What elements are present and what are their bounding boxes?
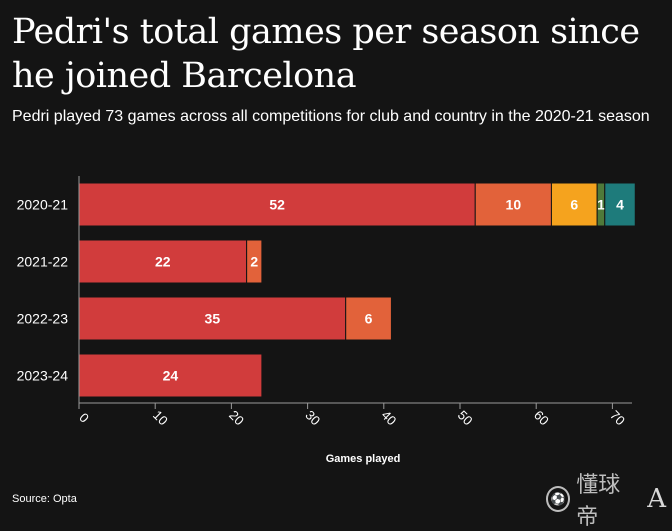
y-tick-label: 2021-22 xyxy=(17,254,69,270)
watermark: ⚽ 懂球帝 A xyxy=(546,473,666,530)
bar-value-label: 6 xyxy=(570,197,578,213)
bar-segment xyxy=(78,239,248,284)
x-axis-label: Games played xyxy=(326,453,401,465)
watermark-letter: A xyxy=(647,484,666,514)
x-tick-label: 30 xyxy=(302,407,323,428)
bar-value-label: 1 xyxy=(597,197,605,213)
bar-segment xyxy=(78,296,347,341)
y-tick-label: 2023-24 xyxy=(17,368,69,384)
x-tick-label: 20 xyxy=(226,407,247,428)
bar-value-label: 52 xyxy=(269,197,285,213)
bar-segment xyxy=(604,182,636,227)
bar-value-label: 6 xyxy=(365,311,373,327)
y-tick-label: 2020-21 xyxy=(17,197,69,213)
bar-segment xyxy=(78,353,263,398)
x-tick-label: 50 xyxy=(455,407,476,428)
x-tick-label: 0 xyxy=(76,410,92,426)
chart-title: Pedri's total games per season since he … xyxy=(12,12,640,96)
chart-subtitle: Pedri played 73 games across all competi… xyxy=(12,108,650,125)
bar-value-label: 2 xyxy=(250,254,258,270)
source-note: Source: Opta xyxy=(12,493,77,505)
bar-value-label: 24 xyxy=(163,368,179,384)
bar-value-label: 35 xyxy=(205,311,221,327)
x-tick-label: 10 xyxy=(150,407,171,428)
bar-segment xyxy=(246,239,263,284)
bar-value-label: 10 xyxy=(506,197,522,213)
bar-segment xyxy=(550,182,598,227)
bar-value-label: 22 xyxy=(155,254,171,270)
watermark-text: 懂球帝 xyxy=(576,473,621,530)
x-tick-label: 40 xyxy=(379,407,400,428)
x-tick-label: 60 xyxy=(531,407,552,428)
x-tick-label: 70 xyxy=(607,407,628,428)
bar-segment xyxy=(345,296,392,341)
bar-segment xyxy=(474,182,552,227)
y-tick-label: 2022-23 xyxy=(17,311,69,327)
watermark-logo-icon: ⚽ xyxy=(546,486,571,512)
bar-value-label: 4 xyxy=(616,197,624,213)
